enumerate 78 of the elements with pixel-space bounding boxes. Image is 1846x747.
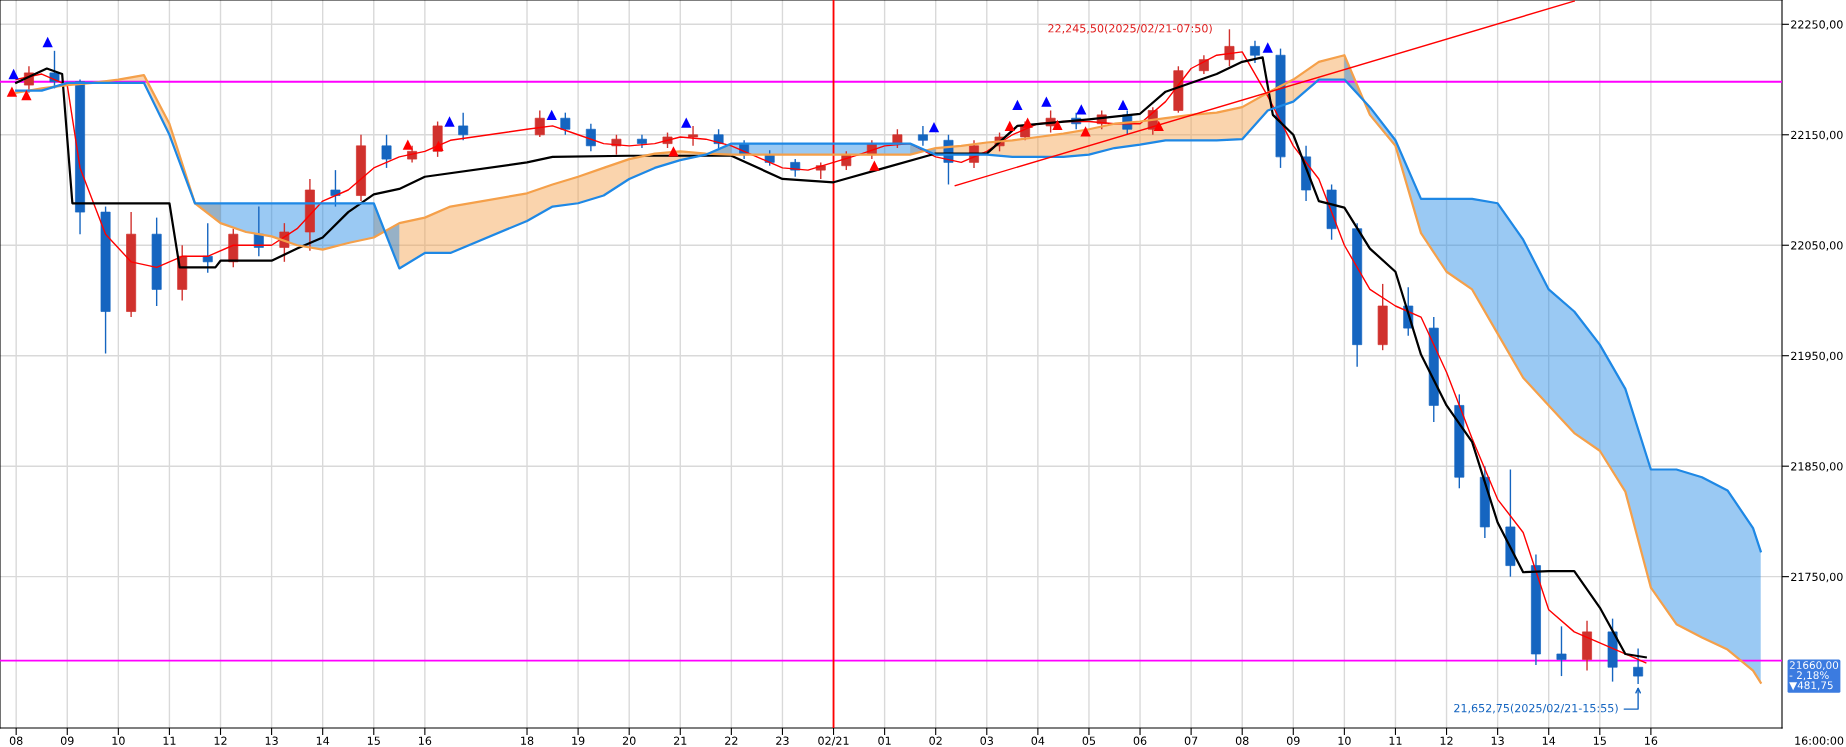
x-tick-label: 03 xyxy=(980,736,993,745)
candlestick xyxy=(1633,647,1644,685)
point xyxy=(668,146,679,157)
candlestick xyxy=(381,134,392,169)
annotation: 21,652,75(2025/02/21-15:55) xyxy=(1454,703,1618,714)
candlestick xyxy=(1556,625,1567,677)
x-tick-label: 06 xyxy=(1133,736,1147,745)
candlestick xyxy=(330,169,341,208)
x-tick-label: 13 xyxy=(265,736,278,745)
point xyxy=(1076,104,1087,115)
x-tick-label: 09 xyxy=(60,736,74,745)
candlestick xyxy=(1250,40,1260,64)
y-tick-label: 22150,00 xyxy=(1791,130,1843,141)
x-tick-label: 23 xyxy=(776,736,789,745)
candlestick xyxy=(688,125,698,147)
x-tick-label: 08 xyxy=(9,736,23,745)
point xyxy=(1022,117,1033,128)
x-tick-label: 19 xyxy=(572,736,585,745)
x-tick-label: 11 xyxy=(163,736,176,745)
x-tick-label: 15 xyxy=(1593,736,1606,745)
x-tick-label: 15 xyxy=(367,736,380,745)
point xyxy=(869,160,880,171)
x-tick-label: 18 xyxy=(521,736,534,745)
x-tick-label: 10 xyxy=(1338,736,1351,745)
x-tick-label: 04 xyxy=(1031,736,1045,745)
point xyxy=(433,140,444,151)
x-tick-label: 16 xyxy=(419,736,432,745)
point xyxy=(546,109,557,121)
candlestick xyxy=(458,111,469,141)
x-axis-title: 16:00:00 xyxy=(1795,736,1844,745)
x-tick-label: 16 xyxy=(1645,736,1658,745)
candlestick xyxy=(585,123,596,153)
point xyxy=(21,89,32,101)
x-tick-label: 09 xyxy=(1286,736,1300,745)
x-tick-label: 12 xyxy=(214,736,227,745)
point xyxy=(444,116,455,127)
point xyxy=(1117,99,1129,111)
x-tick-label: 05 xyxy=(1082,736,1096,745)
annotation: 22,245,50(2025/02/21-07:50) xyxy=(1048,23,1212,34)
text: 21660,00 - 2,18% ▼481,75 xyxy=(1789,661,1839,691)
x-tick-label: 22 xyxy=(725,736,738,745)
x-tick-label: 14 xyxy=(1542,736,1556,745)
point xyxy=(1262,42,1273,53)
x-tick-label: 08 xyxy=(1235,736,1249,745)
point xyxy=(928,121,940,133)
point xyxy=(1004,120,1015,132)
point xyxy=(1052,119,1063,130)
x-tick-label: 12 xyxy=(1440,736,1453,745)
candlestick xyxy=(534,109,545,138)
x-tick-label: 02/21 xyxy=(818,736,849,746)
y-tick-label: 22050,00 xyxy=(1791,241,1843,251)
point xyxy=(6,86,18,97)
candlestick xyxy=(892,128,903,149)
x-tick-label: 07 xyxy=(1184,736,1198,745)
x-tick-label: 01 xyxy=(878,736,891,745)
x-tick-label: 20 xyxy=(622,736,636,745)
point xyxy=(402,139,413,150)
y-tick-label: 21750,00 xyxy=(1791,572,1843,583)
x-tick-label: 14 xyxy=(316,736,330,745)
y-tick-label: 21950,00 xyxy=(1791,351,1843,362)
x-tick-label: 11 xyxy=(1389,736,1402,745)
point xyxy=(42,36,53,48)
point xyxy=(8,68,19,80)
point xyxy=(1153,120,1164,132)
point xyxy=(681,117,692,128)
candlestick xyxy=(1224,28,1235,67)
candlestick xyxy=(560,111,571,136)
point xyxy=(1012,99,1023,111)
point xyxy=(1080,126,1091,137)
candlestick xyxy=(917,125,928,147)
y-tick-label: 22250,00 xyxy=(1791,20,1843,30)
x-tick-label: 21 xyxy=(674,736,687,745)
point xyxy=(1041,96,1052,107)
y-tick-label: 21850,00 xyxy=(1791,462,1843,472)
candlestick xyxy=(202,222,213,274)
x-tick-label: 10 xyxy=(112,736,125,745)
x-tick-label: 02 xyxy=(929,736,942,745)
x-tick-label: 13 xyxy=(1491,736,1504,745)
